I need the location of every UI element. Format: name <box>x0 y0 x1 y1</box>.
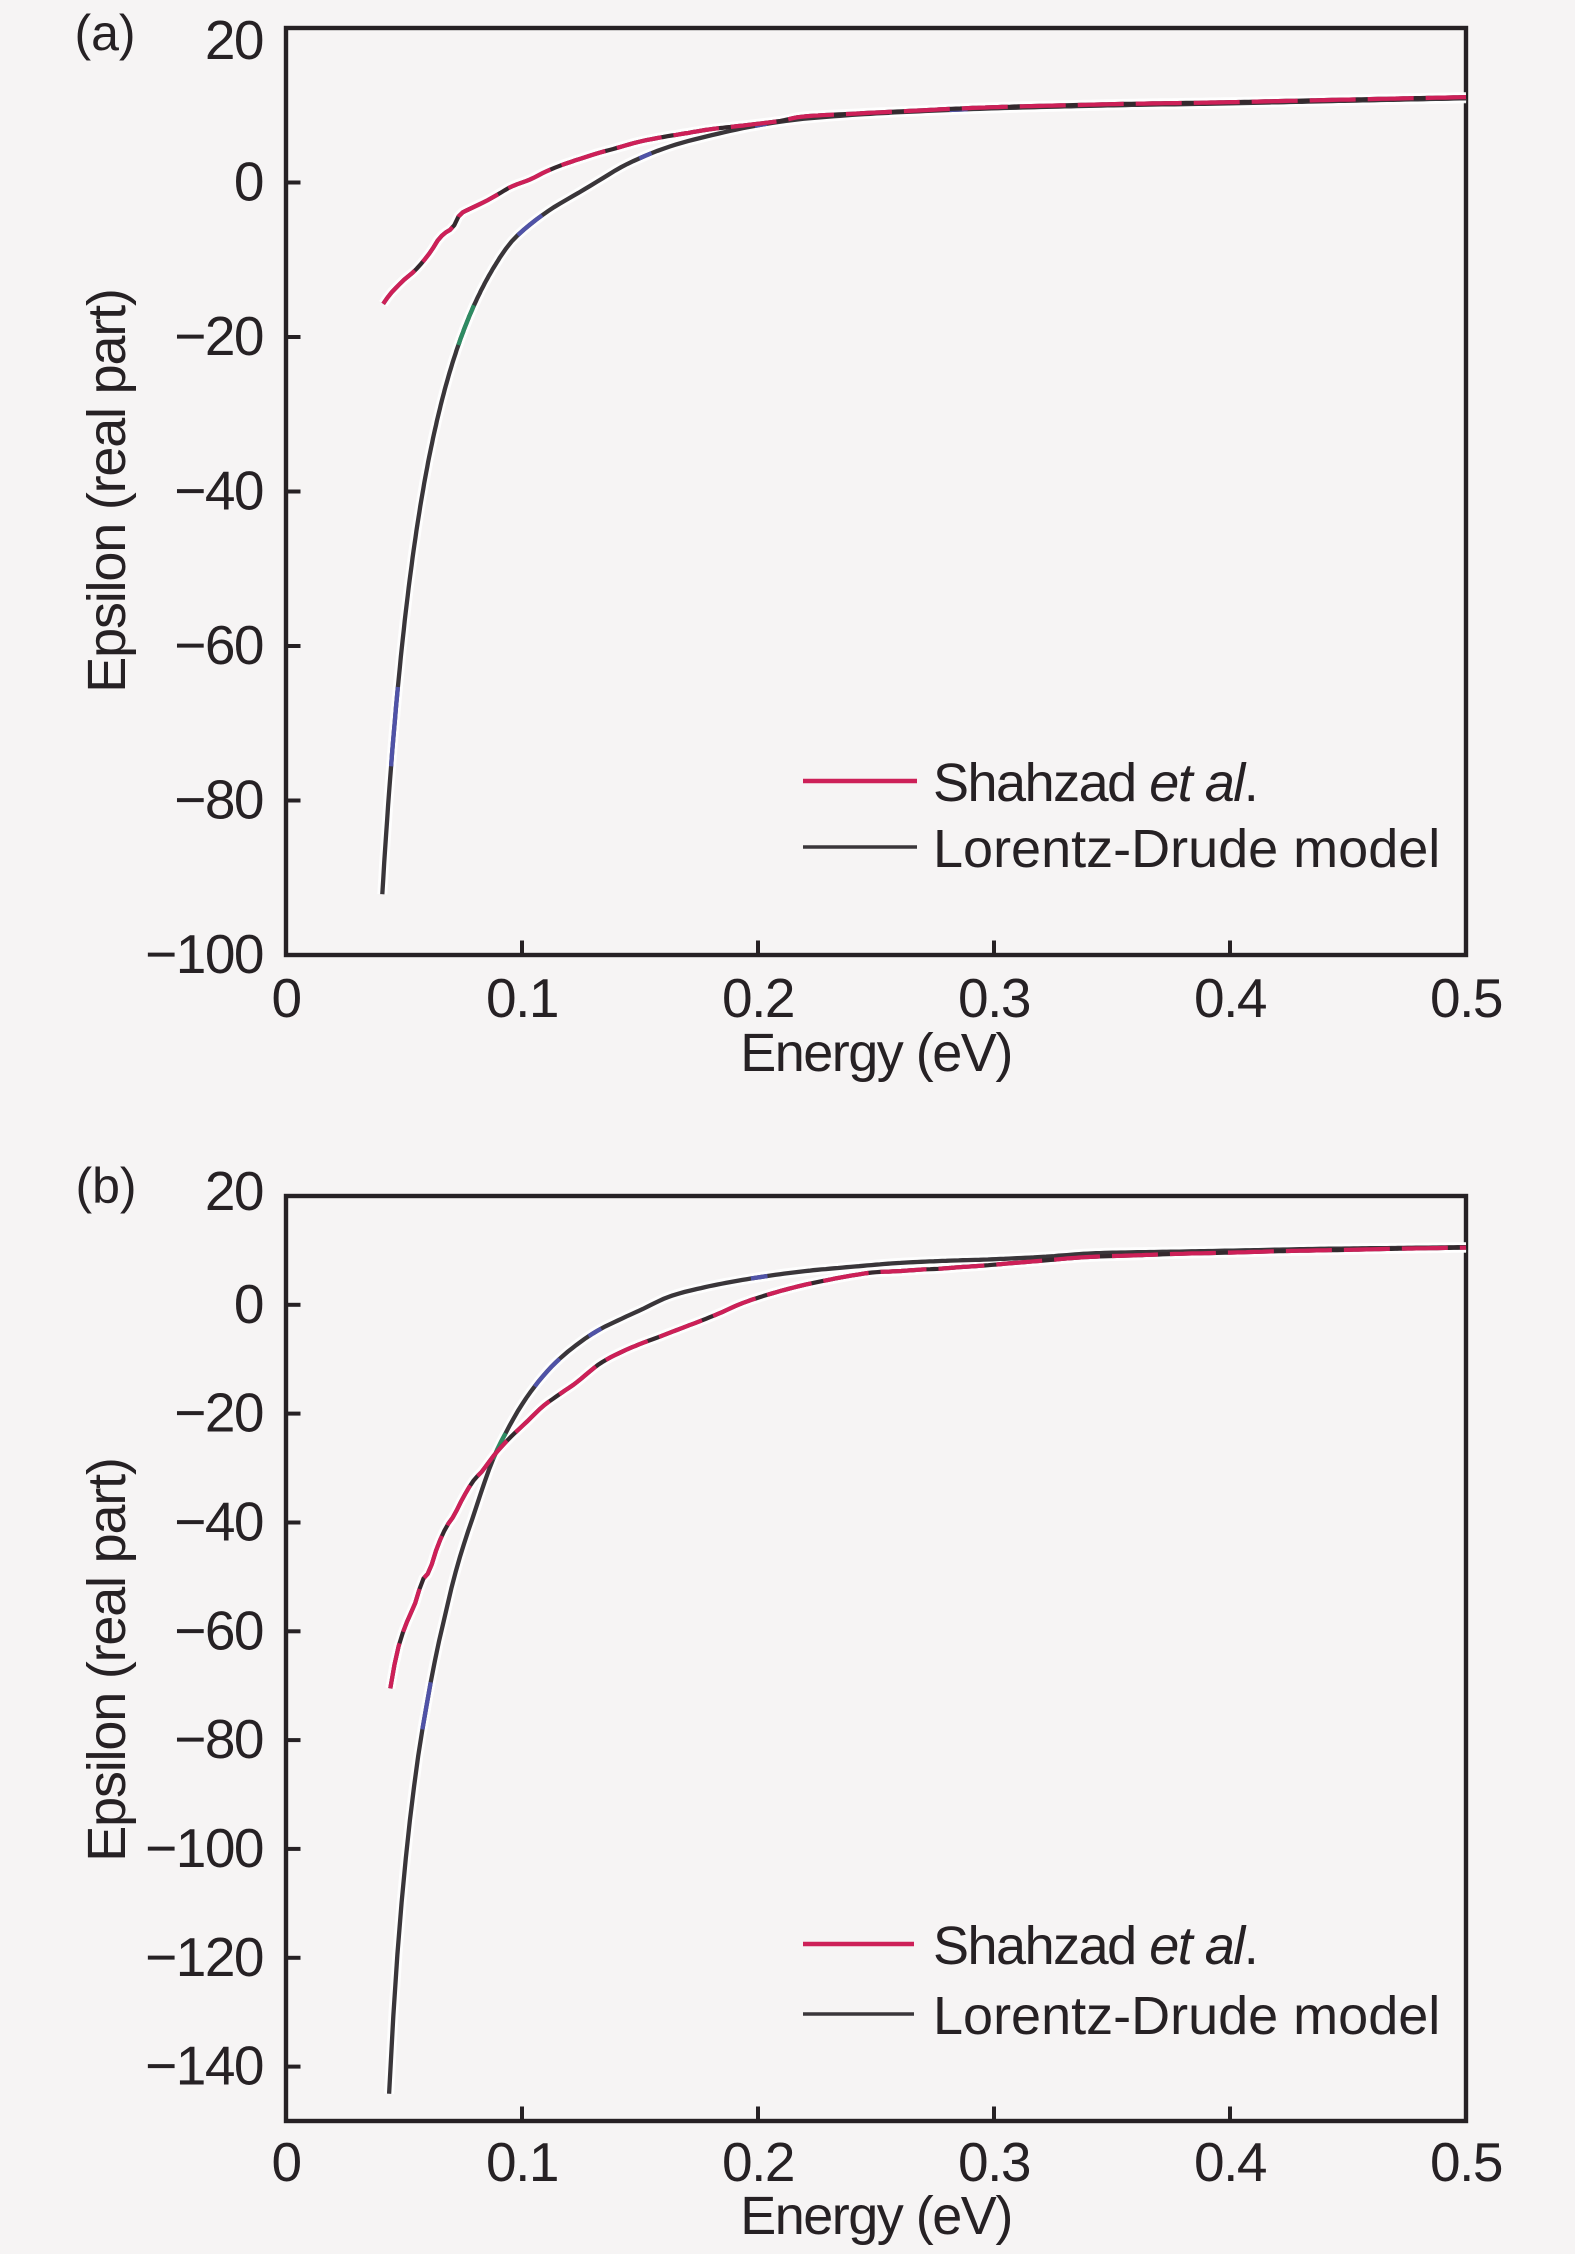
svg-text:(b): (b) <box>75 1158 136 1214</box>
svg-text:0.5: 0.5 <box>1430 2131 1502 2193</box>
svg-text:0: 0 <box>234 151 263 213</box>
svg-text:20: 20 <box>205 1160 263 1222</box>
svg-text:0.3: 0.3 <box>958 967 1030 1029</box>
svg-text:0.3: 0.3 <box>958 2131 1030 2193</box>
svg-text:Lorentz-Drude model: Lorentz-Drude model <box>933 819 1440 879</box>
svg-text:Energy (eV): Energy (eV) <box>740 2186 1012 2246</box>
svg-text:Shahzad et al.: Shahzad et al. <box>933 1916 1257 1976</box>
svg-text:Energy (eV): Energy (eV) <box>740 1023 1012 1083</box>
svg-text:0: 0 <box>234 1273 263 1335</box>
svg-text:0.1: 0.1 <box>486 2131 558 2193</box>
svg-text:−60: −60 <box>174 1599 263 1661</box>
svg-text:0.4: 0.4 <box>1194 2131 1266 2193</box>
svg-text:0.1: 0.1 <box>486 967 558 1029</box>
svg-text:0.2: 0.2 <box>722 2131 794 2193</box>
svg-text:−140: −140 <box>145 2035 263 2097</box>
svg-text:Lorentz-Drude model: Lorentz-Drude model <box>933 1986 1440 2046</box>
svg-text:Shahzad et al.: Shahzad et al. <box>933 753 1257 813</box>
svg-text:0.2: 0.2 <box>722 967 794 1029</box>
svg-text:−20: −20 <box>174 1382 263 1444</box>
svg-text:0: 0 <box>271 2131 300 2193</box>
svg-text:20: 20 <box>205 9 263 71</box>
svg-text:−40: −40 <box>174 1491 263 1553</box>
svg-text:(a): (a) <box>74 5 135 61</box>
svg-text:−100: −100 <box>145 1817 263 1879</box>
svg-text:0.5: 0.5 <box>1430 967 1502 1029</box>
svg-text:0.4: 0.4 <box>1194 967 1266 1029</box>
svg-text:−60: −60 <box>174 614 263 676</box>
svg-text:Epsilon (real part): Epsilon (real part) <box>77 1458 137 1861</box>
svg-text:−20: −20 <box>174 305 263 367</box>
svg-text:−80: −80 <box>174 769 263 831</box>
svg-text:−100: −100 <box>145 923 263 985</box>
svg-text:−120: −120 <box>145 1926 263 1988</box>
svg-text:0: 0 <box>271 967 300 1029</box>
svg-text:−40: −40 <box>174 460 263 522</box>
svg-text:Epsilon (real part): Epsilon (real part) <box>77 289 137 692</box>
svg-text:−80: −80 <box>174 1708 263 1770</box>
